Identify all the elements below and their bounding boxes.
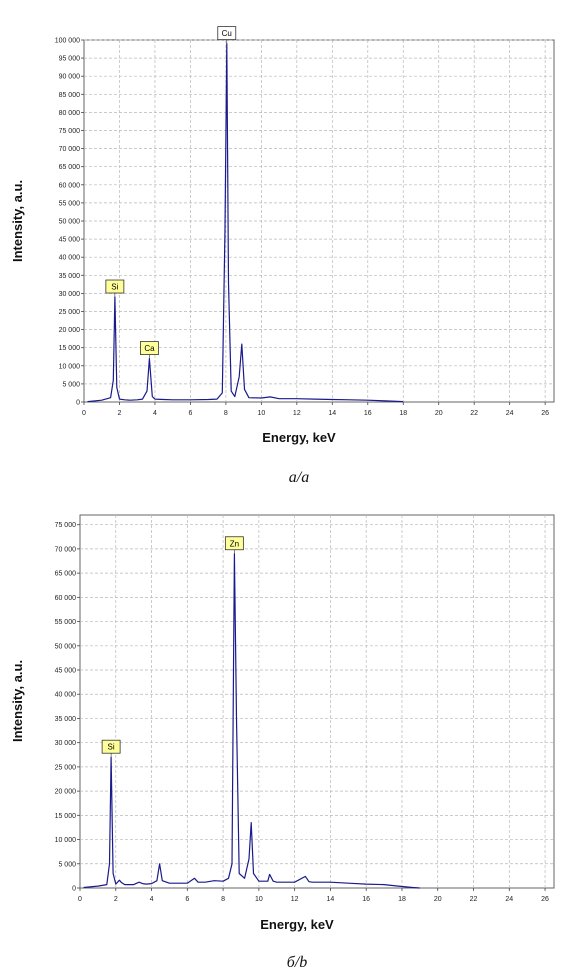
- y-tick-label: 90 000: [59, 74, 81, 81]
- peak-label-zn: Zn: [230, 539, 239, 548]
- x-tick-label: 10: [257, 410, 265, 417]
- x-tick-label: 24: [506, 410, 514, 417]
- y-tick-label: 0: [76, 400, 80, 407]
- y-tick-label: 35 000: [55, 716, 77, 723]
- x-tick-label: 0: [82, 410, 86, 417]
- peak-label-box: [217, 26, 237, 41]
- y-tick-label: 95 000: [59, 56, 81, 63]
- peak-label-box: [224, 536, 244, 551]
- y-tick-label: 50 000: [59, 219, 81, 226]
- y-axis-title: Intensity, a.u.: [10, 660, 25, 742]
- peak-label-ca: Ca: [144, 344, 155, 353]
- x-tick-label: 14: [327, 896, 335, 903]
- y-tick-label: 75 000: [59, 128, 81, 135]
- panel-caption: a/a: [289, 469, 309, 486]
- y-tick-label: 35 000: [59, 273, 81, 280]
- y-tick-label: 30 000: [55, 740, 77, 747]
- x-axis-title: Energy, keV: [260, 917, 334, 932]
- x-axis-title: Energy, keV: [262, 430, 336, 445]
- x-tick-label: 26: [541, 896, 549, 903]
- peak-label-box: [105, 279, 125, 294]
- x-tick-label: 24: [505, 896, 513, 903]
- x-tick-label: 6: [188, 410, 192, 417]
- y-tick-label: 10 000: [59, 363, 81, 370]
- y-tick-label: 100 000: [55, 38, 80, 45]
- x-tick-label: 18: [399, 410, 407, 417]
- x-tick-label: 8: [221, 896, 225, 903]
- x-tick-label: 22: [470, 410, 478, 417]
- x-tick-label: 2: [114, 896, 118, 903]
- y-tick-label: 60 000: [59, 182, 81, 189]
- x-tick-label: 12: [293, 410, 301, 417]
- y-tick-label: 60 000: [55, 595, 77, 602]
- y-tick-label: 10 000: [55, 837, 77, 844]
- x-tick-label: 12: [291, 896, 299, 903]
- y-tick-label: 50 000: [55, 643, 77, 650]
- peak-label-si: Si: [111, 283, 118, 292]
- y-tick-label: 20 000: [55, 789, 77, 796]
- x-tick-label: 22: [470, 896, 478, 903]
- y-tick-label: 65 000: [59, 164, 81, 171]
- peak-label-box: [140, 341, 159, 355]
- x-tick-label: 6: [185, 896, 189, 903]
- x-tick-label: 4: [153, 410, 157, 417]
- y-tick-label: 80 000: [59, 110, 81, 117]
- y-tick-label: 5 000: [62, 381, 80, 388]
- y-tick-label: 45 000: [55, 668, 77, 675]
- x-tick-label: 26: [541, 410, 549, 417]
- x-tick-label: 0: [78, 896, 82, 903]
- y-tick-label: 15 000: [59, 345, 81, 352]
- spectrum-panel-b: 0 5 000 10 000 15 000 20 000 25 000 30 000 35 0…: [10, 514, 555, 971]
- y-tick-label: 65 000: [55, 571, 77, 578]
- y-tick-label: 0: [72, 886, 76, 893]
- plot-area: [79, 514, 555, 889]
- x-tick-label: 10: [255, 896, 263, 903]
- y-axis-title: Intensity, a.u.: [10, 180, 25, 262]
- y-tick-label: 55 000: [59, 200, 81, 207]
- x-tick-label: 2: [118, 410, 122, 417]
- x-tick-label: 4: [150, 896, 154, 903]
- y-tick-label: 5 000: [58, 861, 76, 868]
- peak-label-si: Si: [108, 743, 115, 752]
- spectrum-line: [83, 553, 420, 889]
- x-tick-label: 8: [224, 410, 228, 417]
- x-tick-label: 18: [398, 896, 406, 903]
- x-tick-label: 16: [362, 896, 370, 903]
- x-tick-label: 20: [434, 896, 442, 903]
- y-tick-label: 40 000: [55, 692, 77, 699]
- x-tick-label: 20: [435, 410, 443, 417]
- y-tick-label: 45 000: [59, 237, 81, 244]
- y-tick-label: 55 000: [55, 619, 77, 626]
- peak-label-box: [101, 739, 121, 754]
- peak-label-cu: Cu: [222, 29, 232, 38]
- x-tick-label: 14: [328, 410, 336, 417]
- y-tick-label: 70 000: [59, 146, 81, 153]
- y-tick-label: 25 000: [59, 309, 81, 316]
- y-tick-label: 70 000: [55, 546, 77, 553]
- y-tick-label: 40 000: [59, 255, 81, 262]
- y-tick-label: 15 000: [55, 813, 77, 820]
- x-tick-label: 16: [364, 410, 372, 417]
- spectrum-panel-a: 0 5 000 10 000 15 000 20 000 25 000 30 000 35 0…: [10, 26, 555, 486]
- y-tick-label: 85 000: [59, 92, 81, 99]
- panel-caption: б/b: [287, 954, 308, 971]
- y-tick-label: 20 000: [59, 327, 81, 334]
- y-tick-label: 75 000: [55, 522, 77, 529]
- spectrum-line: [87, 42, 404, 403]
- y-tick-label: 25 000: [55, 764, 77, 771]
- y-tick-label: 30 000: [59, 291, 81, 298]
